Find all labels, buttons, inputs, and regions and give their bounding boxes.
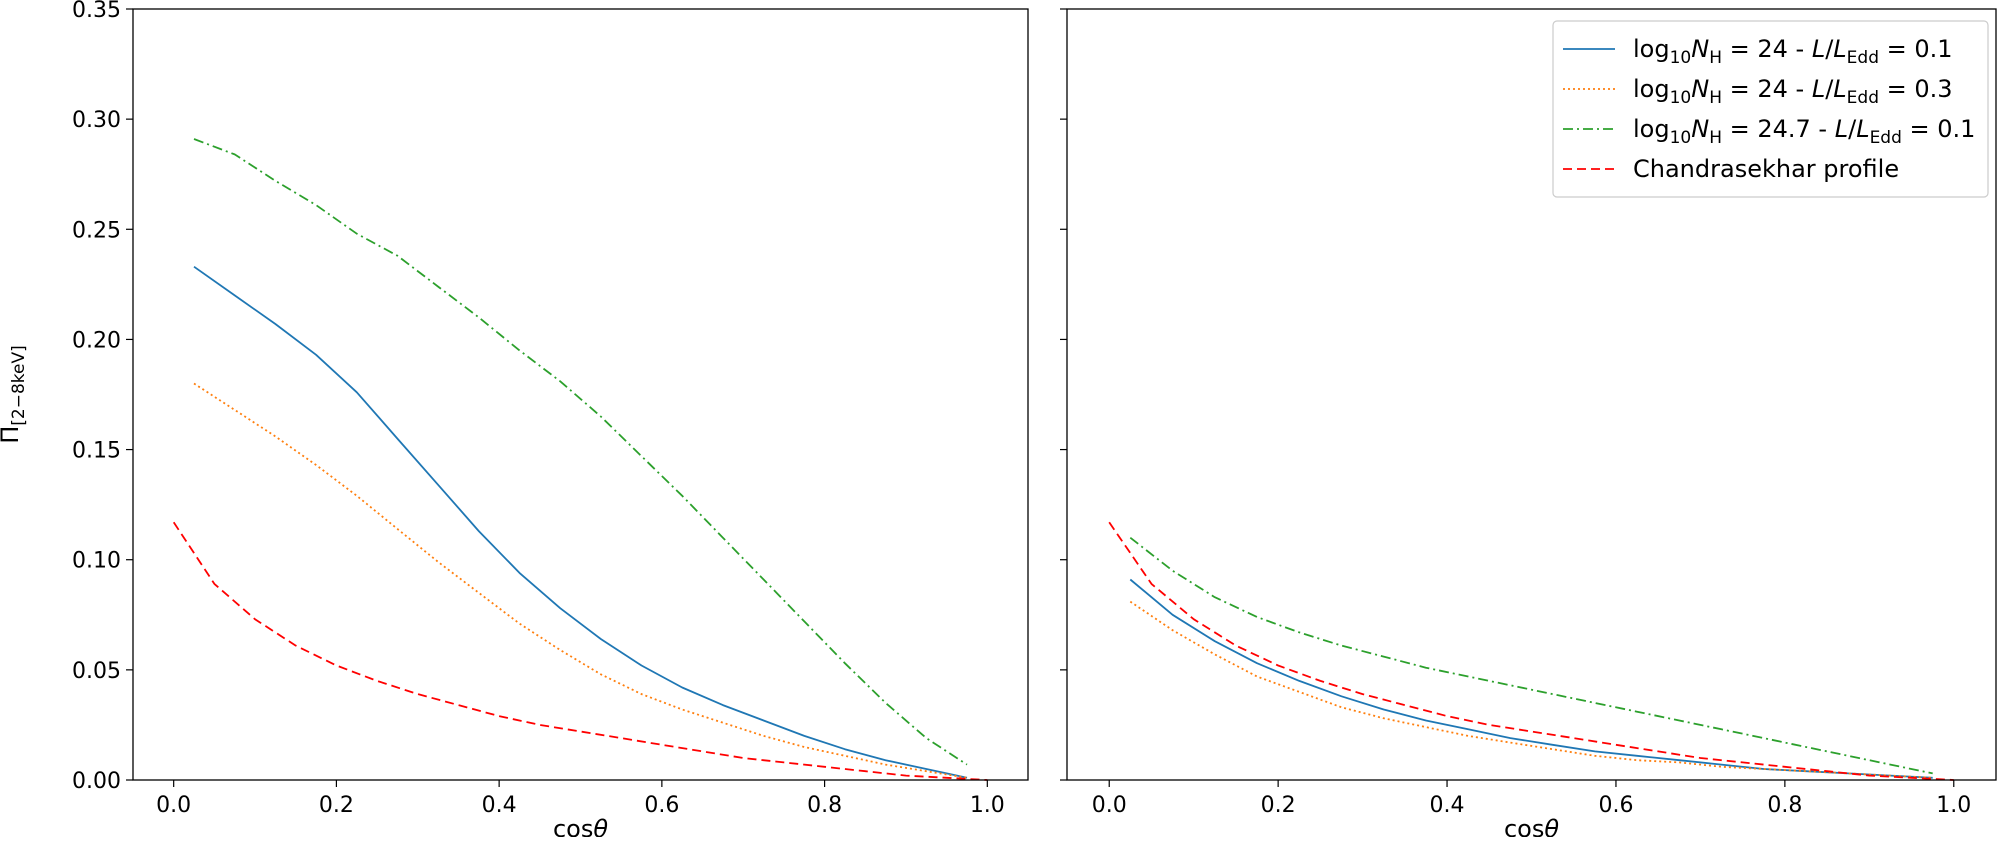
left-axes-frame [132, 8, 1029, 781]
y-tick-label: 0.15 [72, 439, 121, 464]
x-tick-label: 0.2 [319, 793, 354, 818]
right-series-group [1108, 521, 1954, 781]
x-tick-label: 0.0 [1092, 793, 1127, 818]
x-tick-label: 0.0 [156, 793, 191, 818]
x-tick-label: 0.4 [482, 793, 517, 818]
series-line-nh24_l03 [1129, 600, 1933, 779]
left-ticks-group: 0.0 0.2 0.4 0.6 0.8 1.0 0.00 0.05 0.10 0.15 0.20 0.… [72, 0, 1005, 818]
legend: log10NH = 24 - L/LEdd = 0.1 log10NH = 24 … [1552, 20, 1989, 198]
left-y-axis-label: Π[2−8keV] [0, 345, 29, 444]
right-x-axis-label: cosθ [1504, 815, 1559, 837]
y-tick-label: 0.30 [72, 108, 121, 133]
left-panel: 0.0 0.2 0.4 0.6 0.8 1.0 0.00 0.05 0.10 0.15 0.20 0.… [0, 0, 1029, 841]
x-tick-label: 1.0 [970, 793, 1005, 818]
x-tick-label: 0.2 [1261, 793, 1296, 818]
left-x-axis-label: cosθ [553, 815, 608, 837]
legend-label-nh24_l01: log10NH = 24 - L/LEdd = 0.1 [1633, 35, 1953, 68]
legend-label-nh24_l03: log10NH = 24 - L/LEdd = 0.3 [1633, 75, 1953, 108]
x-tick-label: 0.6 [644, 793, 679, 818]
y-tick-label: 0.05 [72, 659, 121, 684]
x-tick-label: 0.6 [1598, 793, 1633, 818]
series-line-chandrasekhar [1108, 521, 1954, 781]
right-ticks-group: 0.0 0.2 0.4 0.6 0.8 1.0 [1060, 8, 1971, 818]
x-tick-label: 0.8 [807, 793, 842, 818]
x-tick-label: 1.0 [1936, 793, 1971, 818]
legend-frame [1552, 20, 1989, 198]
y-tick-label: 0.20 [72, 328, 121, 353]
series-line-nh24_l03 [193, 382, 968, 779]
series-line-nh247_l01 [1129, 536, 1933, 775]
series-line-chandrasekhar [172, 521, 988, 781]
y-tick-label: 0.10 [72, 549, 121, 574]
left-series-group [172, 138, 988, 781]
legend-label-nh247_l01: log10NH = 24.7 - L/LEdd = 0.1 [1633, 115, 1975, 148]
legend-label-chandrasekhar: Chandrasekhar profile [1633, 155, 1899, 183]
right-panel: 0.0 0.2 0.4 0.6 0.8 1.0 cosθ log10NH = 24 - L… [1060, 8, 1997, 841]
right-axes-frame [1066, 8, 1997, 781]
series-line-nh247_l01 [193, 138, 968, 766]
y-tick-label: 0.00 [72, 769, 121, 794]
series-line-nh24_l01 [193, 265, 968, 779]
x-tick-label: 0.4 [1430, 793, 1465, 818]
y-tick-label: 0.25 [72, 218, 121, 243]
y-tick-label: 0.35 [72, 0, 121, 23]
x-tick-label: 0.8 [1767, 793, 1802, 818]
